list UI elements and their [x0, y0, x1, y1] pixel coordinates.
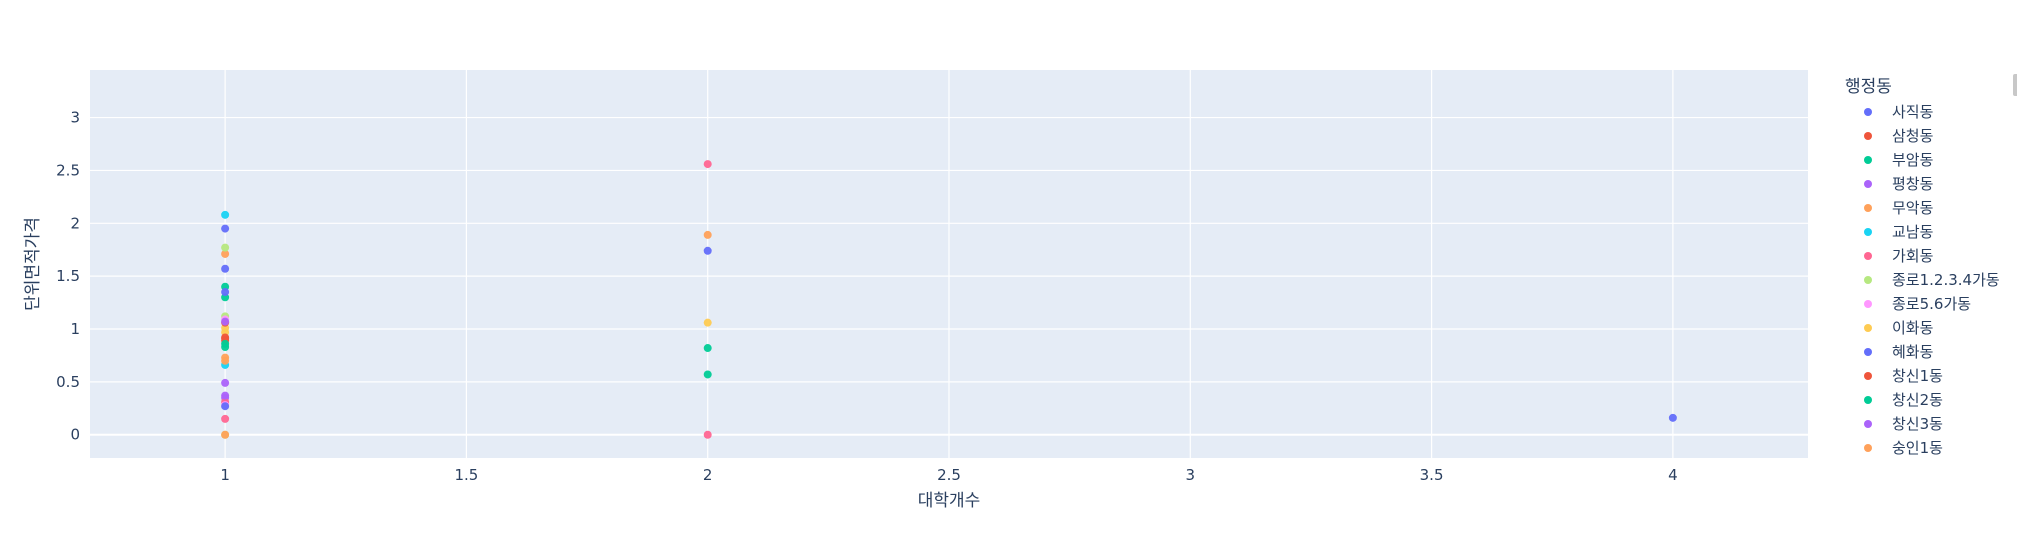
y-axis-title: 단위면적가격	[23, 217, 43, 311]
x-tick-label: 3	[1186, 466, 1196, 484]
legend-item-label: 창신3동	[1892, 415, 1943, 433]
x-tick-labels: 1 1.5 2 2.5 3 3.5 4	[220, 466, 1677, 484]
y-tick-label: 0	[70, 426, 80, 444]
legend-item-label: 무악동	[1892, 199, 1934, 217]
legend-marker	[1864, 228, 1872, 236]
legend-item-label: 종로1.2.3.4가동	[1892, 271, 2000, 289]
data-point	[221, 342, 230, 351]
legend-marker	[1864, 348, 1872, 356]
data-point	[703, 370, 712, 379]
data-point	[221, 264, 230, 273]
y-tick-label: 0.5	[56, 373, 80, 391]
data-point	[221, 317, 230, 326]
x-tick-label: 1	[220, 466, 230, 484]
data-points	[221, 160, 1677, 439]
legend-item-label: 숭인1동	[1892, 439, 1943, 457]
x-axis-title: 대학개수	[918, 491, 981, 511]
data-point	[221, 378, 230, 387]
data-point	[703, 344, 712, 353]
data-point	[703, 160, 712, 169]
legend-item-label: 평창동	[1892, 175, 1934, 193]
x-tick-label: 1.5	[454, 466, 478, 484]
data-point	[221, 356, 230, 365]
x-tick-label: 2.5	[937, 466, 961, 484]
legend-marker	[1864, 252, 1872, 260]
legend-marker	[1864, 300, 1872, 308]
legend-marker	[1864, 108, 1872, 116]
data-point	[221, 391, 230, 400]
legend-marker	[1864, 396, 1872, 404]
legend-item-label: 사직동	[1892, 103, 1934, 121]
legend-item-label: 이화동	[1892, 319, 1934, 337]
legend-items: 사직동삼청동부암동평창동무악동교남동가회동종로1.2.3.4가동종로5.6가동이…	[1864, 103, 2000, 457]
legend-title: 행정동	[1845, 77, 1892, 97]
data-point	[703, 430, 712, 439]
y-tick-label: 3	[70, 109, 80, 127]
legend-item-label: 창신2동	[1892, 391, 1943, 409]
legend-marker	[1864, 132, 1872, 140]
data-point	[221, 430, 230, 439]
legend-marker	[1864, 276, 1872, 284]
data-point	[221, 243, 230, 252]
data-point	[221, 210, 230, 219]
y-tick-label: 2	[70, 214, 80, 232]
legend-item-label: 가회동	[1892, 247, 1934, 265]
data-point	[221, 249, 230, 258]
x-tick-label: 4	[1668, 466, 1678, 484]
data-point	[221, 414, 230, 423]
legend-item-label: 부암동	[1892, 151, 1934, 169]
modebar-button[interactable]	[2013, 74, 2017, 96]
legend-marker	[1864, 372, 1872, 380]
legend-marker	[1864, 324, 1872, 332]
data-point	[221, 288, 230, 297]
y-tick-label: 1.5	[56, 267, 80, 285]
y-tick-label: 1	[70, 320, 80, 338]
legend-item-label: 교남동	[1892, 223, 1934, 241]
legend-item-label: 삼청동	[1892, 127, 1934, 145]
legend-marker	[1864, 444, 1872, 452]
legend-item-label: 종로5.6가동	[1892, 295, 1971, 313]
x-gridlines	[224, 70, 1674, 458]
legend-marker	[1864, 420, 1872, 428]
legend-item-label: 창신1동	[1892, 367, 1943, 385]
x-tick-label: 2	[703, 466, 713, 484]
y-tick-labels: 0 0.5 1 1.5 2 2.5 3	[56, 109, 80, 444]
data-point	[703, 230, 712, 239]
legend: 행정동 사직동삼청동부암동평창동무악동교남동가회동종로1.2.3.4가동종로5.…	[1845, 77, 2000, 457]
y-tick-label: 2.5	[56, 161, 80, 179]
legend-item-label: 혜화동	[1892, 343, 1934, 361]
data-point	[1668, 413, 1677, 422]
data-point	[703, 318, 712, 327]
legend-marker	[1864, 204, 1872, 212]
data-point	[703, 246, 712, 255]
data-point	[221, 224, 230, 233]
y-gridlines	[90, 116, 1808, 436]
legend-marker	[1864, 156, 1872, 164]
x-tick-label: 3.5	[1420, 466, 1444, 484]
data-point	[221, 402, 230, 411]
legend-marker	[1864, 180, 1872, 188]
data-point	[221, 333, 230, 342]
